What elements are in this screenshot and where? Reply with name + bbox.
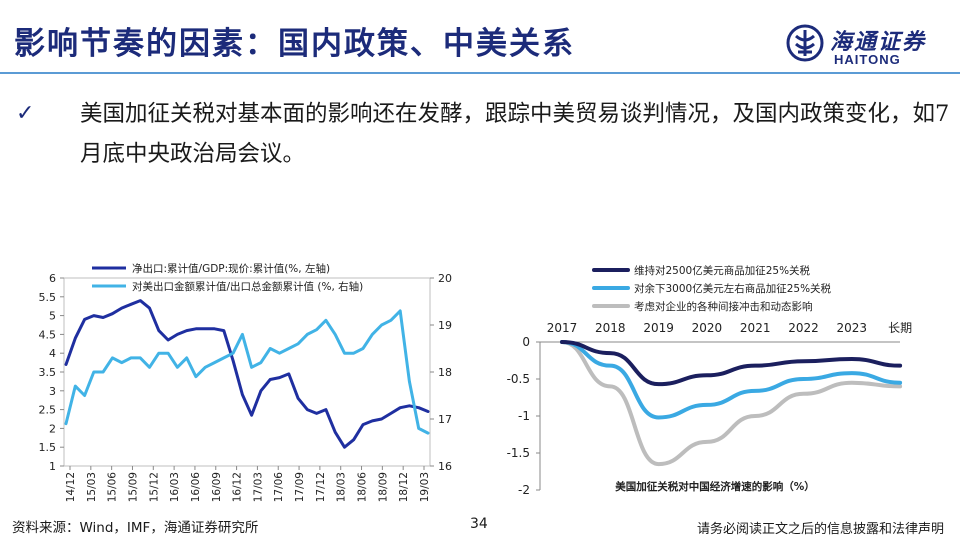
title-divider: [0, 72, 960, 74]
x-axis-tick-label: 2021: [740, 321, 771, 335]
x-axis-tick-label: 2020: [692, 321, 723, 335]
x-axis-tick-label: 17/09: [294, 472, 306, 502]
x-axis-tick-label: 17/06: [273, 472, 285, 503]
x-axis-tick-label: 15/12: [148, 472, 160, 502]
x-axis-tick-label: 18/09: [377, 472, 389, 502]
x-axis-tick-label: 18/03: [336, 472, 348, 502]
key-point-text: 美国加征关税对基本面的影响还在发酵，跟踪中美贸易谈判情况，及国内政策变化，如7月…: [80, 101, 950, 167]
left-axis-tick-label: 1: [49, 460, 56, 473]
left-axis-tick-label: 3.5: [39, 366, 57, 379]
x-axis-tick-label: 2019: [643, 321, 674, 335]
series-line-1: [64, 299, 430, 449]
x-axis-tick-label: 16/03: [169, 472, 181, 502]
x-axis-tick-label: 15/09: [127, 472, 139, 502]
x-axis-tick-label: 2023: [837, 321, 868, 335]
x-axis-tick-label: 16/12: [232, 472, 244, 502]
slide-title: 影响节奏的因素：国内政策、中美关系: [14, 26, 575, 62]
net-exports-chart: 6 5.5 5 4.5 4 3.5 3 2.5 2 1.5 1 20 19 18 17 16 14/12 15/0…: [20, 256, 470, 510]
y-axis-tick-label: -0.5: [507, 372, 530, 386]
tariff-impact-chart-svg: 0 -0.5 -1 -1.5 -2 2017 2018 2019 2020 2021 2022 202…: [507, 264, 913, 497]
x-axis-tick-label: 17/12: [315, 472, 327, 502]
x-axis-tick-label: 2018: [595, 321, 626, 335]
left-axis-tick-label: 2: [49, 422, 56, 435]
left-axis-tick-label: 5.5: [39, 291, 57, 304]
x-axis-tick-label: 18/06: [357, 472, 369, 503]
left-axis-tick-label: 2.5: [39, 404, 57, 417]
left-axis-tick-label: 6: [49, 272, 56, 285]
plot-area-frame: [63, 277, 431, 467]
left-axis-tick-label: 4.5: [39, 328, 57, 341]
x-axis-tick-label: 2017: [547, 321, 578, 335]
page-number: 34: [470, 516, 488, 532]
right-axis-tick-label: 20: [438, 272, 452, 285]
x-axis-tick-label: 15/06: [107, 472, 119, 503]
source-note: 资料来源：Wind，IMF，海通证券研究所: [12, 520, 259, 536]
x-axis-tick-label: 16/06: [190, 472, 202, 503]
x-axis-tick-label: 19/03: [419, 472, 431, 502]
series-line-3: [560, 340, 903, 467]
x-axis-tick-label: 2022: [788, 321, 819, 335]
checkmark-icon: ✓: [16, 101, 35, 126]
tariff-impact-chart: 0 -0.5 -1 -1.5 -2 2017 2018 2019 2020 2021 2022 202…: [500, 256, 920, 510]
y-axis-tick-label: 0: [522, 335, 530, 349]
y-axis-tick-label: -2: [518, 483, 530, 497]
company-logo: 海通证券 HAITONG: [786, 22, 946, 68]
y-axis-tick-label: -1: [518, 409, 530, 423]
legend-label-1: 净出口:累计值/GDP:现价:累计值(%, 左轴): [132, 262, 330, 275]
x-axis-tick-label: 16/09: [211, 472, 223, 502]
x-axis-tick-label: 17/03: [252, 472, 264, 502]
legend-label-2: 对余下3000亿美元左右商品加征25%关税: [634, 282, 832, 295]
series-line-2: [560, 340, 903, 420]
right-axis-tick-label: 19: [438, 319, 452, 332]
right-axis-tick-label: 17: [438, 413, 452, 426]
x-axis-tick-label: 14/12: [65, 472, 77, 502]
x-axis-tick-label: 18/12: [398, 472, 410, 502]
left-axis-tick-label: 3: [49, 385, 56, 398]
left-axis-tick-label: 5: [49, 310, 56, 323]
series-line-1: [560, 340, 903, 387]
legend-label-3: 考虑对企业的各种间接冲击和动态影响: [634, 300, 813, 313]
logo-english-name: HAITONG: [834, 52, 901, 67]
right-axis-tick-label: 16: [438, 460, 452, 473]
x-axis-tick-label: 长期: [888, 321, 912, 335]
y-axis-tick-label: -1.5: [507, 446, 530, 460]
left-axis-tick-label: 4: [49, 347, 56, 360]
legal-disclaimer: 请务必阅读正文之后的信息披露和法律声明: [696, 522, 944, 537]
series-line-2: [64, 309, 430, 435]
haitong-logo-icon: [786, 24, 824, 62]
chart-caption: 美国加征关税对中国经济增速的影响（%）: [615, 480, 815, 493]
legend-label-1: 维持对2500亿美元商品加征25%关税: [634, 264, 811, 277]
right-axis-tick-label: 18: [438, 366, 452, 379]
net-exports-chart-svg: 6 5.5 5 4.5 4 3.5 3 2.5 2 1.5 1 20 19 18 17 16 14/12 15/0…: [39, 262, 453, 503]
left-axis-tick-label: 1.5: [39, 441, 57, 454]
legend-label-2: 对美出口金额累计值/出口总金额累计值 (%, 右轴): [132, 280, 363, 293]
x-axis-tick-label: 15/03: [86, 472, 98, 502]
logo-chinese-name: 海通证券: [830, 29, 927, 55]
